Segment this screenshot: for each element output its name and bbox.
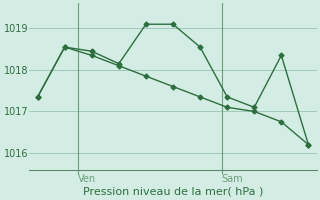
X-axis label: Pression niveau de la mer( hPa ): Pression niveau de la mer( hPa ) — [83, 187, 263, 197]
